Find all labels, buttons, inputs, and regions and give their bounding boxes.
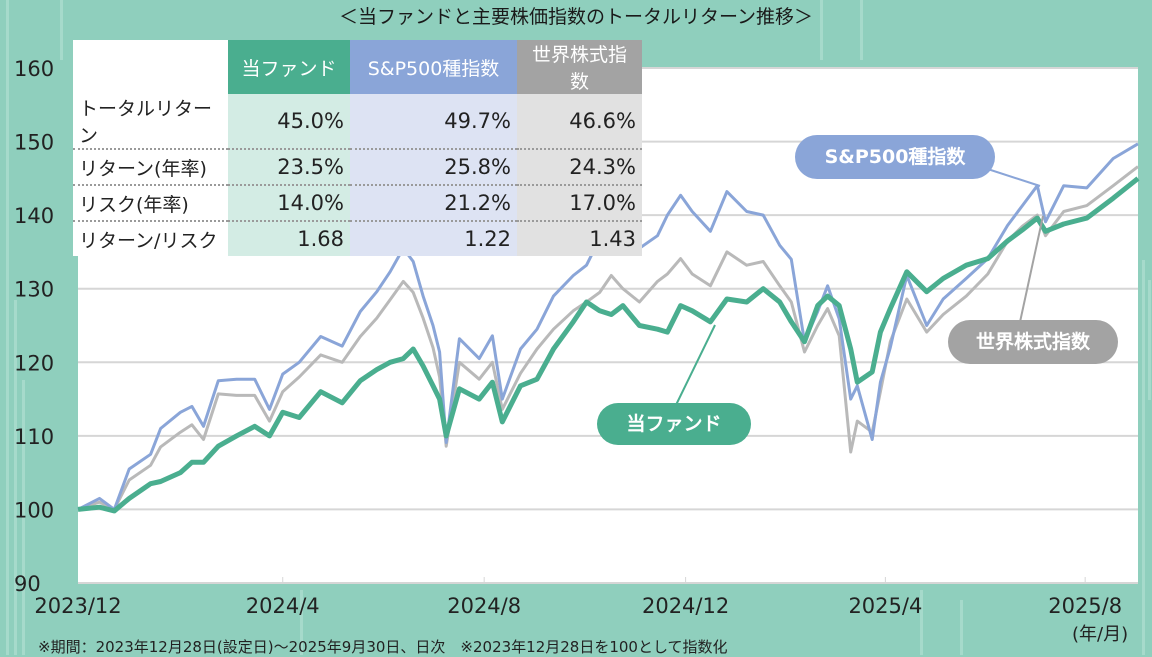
y-tick-label: 90 [14, 572, 41, 596]
cell-fund: 1.68 [228, 221, 350, 256]
y-tick-label: 120 [14, 351, 54, 375]
decor-stripe [860, 0, 863, 60]
y-axis: 90 100 110 120 130 140 150 160 [14, 57, 54, 596]
series-line-world [77, 165, 1139, 511]
decor-stripe [1142, 260, 1145, 655]
decor-stripe [6, 0, 9, 655]
stats-table: 当ファンド S&P500種指数 世界株式指数 トータルリターン 45.0% 49… [73, 40, 642, 256]
fund-callout: 当ファンド [597, 403, 751, 445]
cell-sp500: 21.2% [350, 185, 517, 222]
row-label: トータルリターン [73, 94, 228, 150]
header-sp500: S&P500種指数 [350, 40, 517, 94]
row-label: リターン/リスク [73, 221, 228, 256]
decor-stripe [300, 590, 303, 655]
decor-stripe [960, 600, 963, 655]
stats-header-row: 当ファンド S&P500種指数 世界株式指数 [73, 40, 642, 94]
cell-sp500: 25.8% [350, 149, 517, 186]
cell-sp500: 49.7% [350, 94, 517, 150]
y-tick-label: 140 [14, 204, 54, 228]
background-stripes [6, 0, 1151, 655]
table-row: リスク(年率) 14.0% 21.2% 17.0% [73, 185, 642, 222]
x-axis: 2023/12 2024/4 2024/8 2024/12 2025/4 2025/8 [34, 577, 1122, 618]
x-tick-label: 2024/8 [447, 594, 521, 618]
x-tick-label: 2024/12 [642, 594, 729, 618]
cell-world: 1.43 [517, 221, 642, 256]
footnote: ※期間：2023年12月28日(設定日)～2025年9月30日、日次 ※2023… [38, 638, 728, 656]
table-row: リターン(年率) 23.5% 25.8% 24.3% [73, 149, 642, 186]
header-blank [73, 40, 228, 94]
y-tick-label: 100 [14, 498, 54, 522]
decor-stripe [22, 380, 25, 655]
table-row: リターン/リスク 1.68 1.22 1.43 [73, 221, 642, 256]
y-tick-label: 160 [14, 57, 54, 81]
x-axis-unit: (年/月) [1072, 624, 1129, 645]
world-callout: 世界株式指数 [948, 320, 1118, 364]
world-leader-line [1019, 215, 1044, 323]
cell-fund: 45.0% [228, 94, 350, 150]
y-tick-label: 110 [14, 425, 54, 449]
y-tick-label: 150 [14, 131, 54, 155]
header-fund: 当ファンド [228, 40, 350, 94]
x-tick-label: 2023/12 [34, 594, 121, 618]
fund-leader-line [675, 324, 716, 406]
row-label: リターン(年率) [73, 149, 228, 186]
cell-world: 17.0% [517, 185, 642, 222]
decor-stripe [920, 590, 923, 655]
decor-stripe [820, 0, 823, 60]
x-tick-label: 2025/4 [848, 594, 922, 618]
table-row: トータルリターン 45.0% 49.7% 46.6% [73, 94, 642, 150]
y-tick-label: 130 [14, 278, 54, 302]
decor-stripe [14, 300, 17, 655]
sp500-callout: S&P500種指数 [795, 135, 995, 179]
series-line-fund [77, 176, 1140, 514]
header-world: 世界株式指数 [517, 40, 642, 94]
cell-world: 46.6% [517, 94, 642, 150]
chart-title: ＜当ファンドと主要株価指数のトータルリターン推移＞ [338, 6, 814, 28]
x-tick-label: 2025/8 [1048, 594, 1122, 618]
decor-stripe [60, 0, 63, 60]
cell-sp500: 1.22 [350, 221, 517, 256]
cell-fund: 14.0% [228, 185, 350, 222]
cell-world: 24.3% [517, 149, 642, 186]
x-tick-label: 2024/4 [246, 594, 320, 618]
decor-stripe [1148, 280, 1151, 400]
row-label: リスク(年率) [73, 185, 228, 222]
cell-fund: 23.5% [228, 149, 350, 186]
